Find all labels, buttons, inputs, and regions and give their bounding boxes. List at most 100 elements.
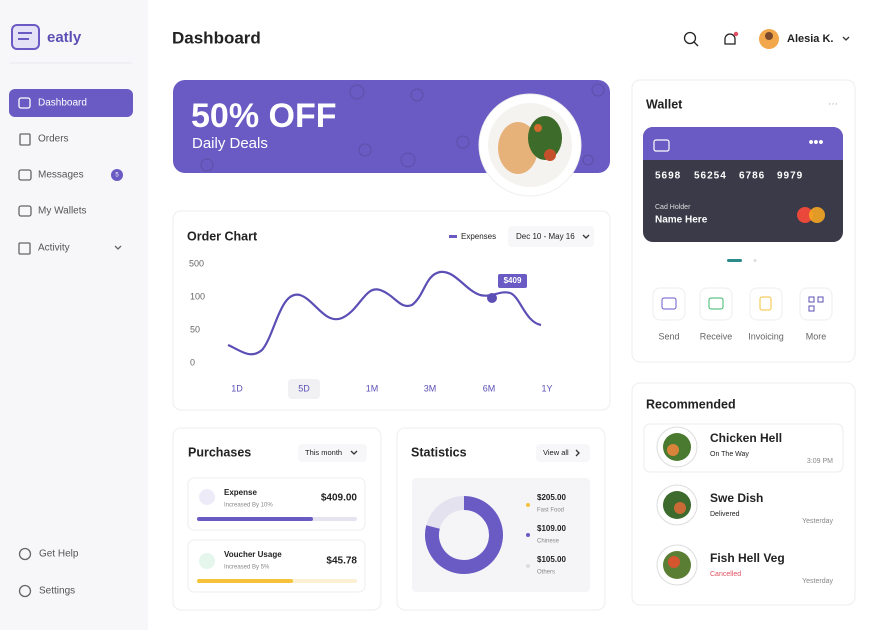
dish-status: On The Way <box>710 451 749 458</box>
item-name: Expense <box>224 488 257 497</box>
item-icon <box>199 553 215 569</box>
nav-icon <box>18 242 31 255</box>
shape <box>808 305 815 312</box>
item-name: Voucher Usage <box>224 550 282 559</box>
period[interactable]: 1D <box>231 383 243 393</box>
date-range-text: Dec 10 - May 16 <box>516 232 575 241</box>
card-title: Statistics <box>411 445 467 459</box>
nav-badge: 5 <box>115 173 119 179</box>
card-title: Purchases <box>188 445 251 459</box>
nav-active[interactable] <box>9 89 133 117</box>
filter-text: This month <box>305 448 342 457</box>
shape <box>358 143 372 157</box>
page-title: Dashboard <box>172 28 261 47</box>
period[interactable]: 6M <box>483 383 496 393</box>
dish-time: Yesterday <box>802 518 833 525</box>
dish-food <box>668 556 680 568</box>
nav-icon <box>18 547 32 561</box>
nav-item[interactable]: Orders <box>38 134 69 145</box>
filter[interactable] <box>298 444 367 462</box>
legend-dot <box>526 564 530 568</box>
period[interactable]: 1M <box>366 383 379 393</box>
banner-pattern <box>200 83 605 172</box>
chevron <box>575 449 580 457</box>
y-label: 0 <box>190 357 195 367</box>
date-range[interactable] <box>508 226 594 247</box>
bell-dot <box>733 31 739 37</box>
order-chart-card <box>172 210 611 411</box>
card-title: Order Chart <box>187 229 258 243</box>
action-label[interactable]: Receive <box>700 331 733 341</box>
shape <box>410 88 424 102</box>
stat-label: Others <box>537 570 555 576</box>
dish-name[interactable]: Fish Hell Veg <box>710 551 785 565</box>
food <box>544 149 556 161</box>
chevron <box>114 245 122 250</box>
mastercard <box>809 207 825 223</box>
period[interactable]: 3M <box>424 383 437 393</box>
progress-fill <box>197 517 313 521</box>
action-icon[interactable] <box>799 287 833 321</box>
y-label: 500 <box>189 258 204 268</box>
food <box>498 122 538 174</box>
holder-name: Name Here <box>655 215 708 226</box>
user-name[interactable]: Alesia K. <box>787 33 833 45</box>
tooltip-text: $409 <box>504 276 522 285</box>
action-label[interactable]: Invoicing <box>748 331 784 341</box>
nav-item[interactable]: Activity <box>38 243 70 254</box>
card-number: 5698 <box>655 171 681 182</box>
badge-bg <box>111 169 123 181</box>
action-label[interactable]: More <box>806 331 827 341</box>
dish-name[interactable]: Chicken Hell <box>710 431 782 445</box>
nav-icon <box>19 133 31 146</box>
period-active[interactable] <box>288 379 320 399</box>
nav-icon <box>18 584 32 598</box>
view-all-text: View all <box>543 448 569 457</box>
legend-label: Expenses <box>461 232 496 241</box>
nav-icon <box>18 169 32 181</box>
search-handle <box>693 41 699 47</box>
period[interactable]: 1Y <box>541 383 552 393</box>
nav-item[interactable]: Get Help <box>39 549 79 560</box>
donut-arc <box>425 496 503 574</box>
item-amount: $409.00 <box>321 493 358 504</box>
card-dots: ••• <box>809 134 824 150</box>
nav-item[interactable]: Messages <box>38 170 84 181</box>
icon-glyph <box>708 297 724 310</box>
menu-dots[interactable]: ··· <box>828 99 838 110</box>
logo-icon <box>11 24 40 50</box>
action-icon[interactable] <box>652 287 686 321</box>
stat-label: Chinese <box>537 539 560 545</box>
chevron <box>842 36 850 41</box>
icon-glyph <box>759 296 772 311</box>
legend-dot <box>526 533 530 537</box>
action-label[interactable]: Send <box>658 331 679 341</box>
food <box>534 124 542 132</box>
nav-item[interactable]: Settings <box>39 586 75 597</box>
chevron <box>582 234 590 239</box>
card-title: Recommended <box>646 397 736 411</box>
nav-icon <box>18 97 31 109</box>
period[interactable]: 5D <box>298 383 310 393</box>
nav-item[interactable]: My Wallets <box>38 206 87 217</box>
chart-point <box>487 293 497 303</box>
item-amount: $45.78 <box>326 556 357 567</box>
dish-status: Delivered <box>710 511 740 518</box>
card-title: Wallet <box>646 97 683 111</box>
item-note: Increased By 5% <box>224 565 270 571</box>
action-icon[interactable] <box>749 287 783 321</box>
stat-amount: $205.00 <box>537 493 566 502</box>
stat-amount: $105.00 <box>537 555 566 564</box>
card-number: 6786 <box>739 171 765 182</box>
view-all[interactable] <box>536 444 590 462</box>
action-icon[interactable] <box>699 287 733 321</box>
icon-glyph <box>661 297 677 310</box>
search-icon[interactable] <box>683 31 697 45</box>
dish-name[interactable]: Swe Dish <box>710 491 763 505</box>
dish-status: Cancelled <box>710 571 741 578</box>
bell-icon[interactable] <box>724 33 736 45</box>
nav-item[interactable]: Dashboard <box>38 98 87 109</box>
dish-time: 3:09 PM <box>807 458 833 465</box>
avatar-face <box>765 32 773 40</box>
